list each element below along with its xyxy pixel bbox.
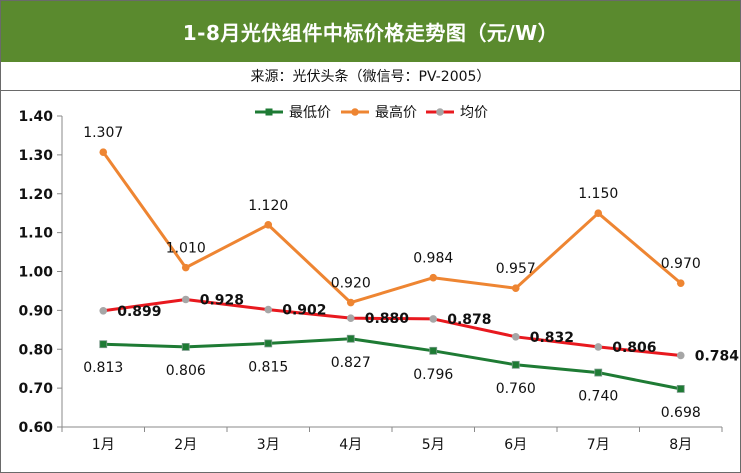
- y-tick-label: 0.90: [18, 303, 53, 319]
- data-point: [511, 360, 520, 369]
- data-label: 0.957: [496, 261, 536, 277]
- data-label: 0.813: [83, 360, 123, 376]
- data-point: [676, 385, 685, 393]
- y-tick-label: 1.20: [18, 187, 53, 203]
- x-tick-label: 4月: [339, 437, 362, 453]
- data-point: [346, 334, 355, 343]
- source-line: 来源：光伏头条（微信号：PV-2005）: [1, 62, 740, 91]
- data-label: 0.806: [612, 340, 656, 356]
- y-tick-label: 0.60: [18, 420, 53, 436]
- data-label: 0.827: [331, 355, 371, 371]
- data-label: 0.815: [248, 359, 288, 375]
- data-point: [676, 351, 685, 360]
- data-point: [181, 263, 190, 272]
- title-bar: 1-8月光伏组件中标价格走势图（元/W）: [1, 1, 740, 62]
- y-tick-label: 0.80: [18, 342, 53, 358]
- legend-marker: [436, 108, 444, 116]
- x-tick-label: 8月: [669, 437, 692, 453]
- data-point: [429, 273, 438, 282]
- x-tick-label: 7月: [587, 437, 610, 453]
- y-tick-label: 1.40: [18, 109, 53, 125]
- x-tick-label: 2月: [174, 437, 197, 453]
- data-label: 1.150: [578, 186, 618, 202]
- y-tick-label: 0.70: [18, 381, 53, 397]
- data-point: [594, 209, 603, 217]
- data-label: 0.878: [447, 312, 491, 328]
- series-2: 1.307 1.010 1.120 0.920 0.984 0.957 1.150 0.970: [83, 125, 701, 307]
- data-point: [511, 284, 520, 293]
- legend-label: 均价: [460, 105, 488, 121]
- x-tick-label: 6月: [504, 437, 527, 453]
- data-label: 0.740: [578, 389, 618, 405]
- data-point: [181, 295, 190, 304]
- data-label: 1.307: [83, 125, 123, 141]
- chart-title: 1-8月光伏组件中标价格走势图（元/W）: [182, 21, 559, 45]
- data-point: [99, 340, 108, 349]
- legend-marker: [351, 108, 359, 116]
- data-label: 1.010: [166, 241, 206, 257]
- data-label: 0.806: [166, 363, 206, 379]
- x-tick-label: 1月: [92, 437, 115, 453]
- data-label: 0.796: [413, 367, 453, 383]
- data-label: 0.970: [661, 256, 701, 272]
- data-point: [429, 346, 438, 355]
- legend-label: 最低价: [289, 105, 331, 121]
- axes: 0.60 0.70 0.80 0.90 1.00 1.10 1.20 1.30 1.40 1月 2月…: [18, 109, 723, 453]
- data-label: 1.120: [248, 198, 288, 214]
- data-point: [264, 339, 273, 348]
- data-point: [676, 279, 685, 287]
- data-label: 0.784: [695, 348, 740, 364]
- data-point: [264, 221, 273, 229]
- data-label: 0.899: [117, 304, 161, 320]
- y-tick-label: 1.10: [18, 226, 53, 242]
- series-line: [103, 297, 681, 357]
- data-point: [181, 343, 190, 351]
- x-tick-label: 5月: [422, 437, 445, 453]
- data-label: 0.832: [530, 330, 574, 346]
- data-point: [99, 306, 108, 315]
- data-label: 0.880: [365, 311, 410, 327]
- legend-marker: [265, 108, 273, 116]
- series-line: [102, 151, 682, 305]
- series-line: [103, 337, 682, 391]
- data-label: 0.984: [413, 251, 453, 267]
- data-point: [594, 368, 603, 377]
- series-3: 0.899 0.928 0.902 0.880 0.878 0.832 0.806 0.784: [99, 292, 739, 364]
- series-1: 0.813 0.806 0.815 0.827 0.796 0.760 0.740 0.698: [83, 334, 701, 421]
- data-point: [429, 315, 438, 323]
- data-point: [511, 333, 520, 341]
- series-group: 0.813 0.806 0.815 0.827 0.796 0.760 0.740 0.698…: [83, 125, 739, 421]
- chart-subtitle: 来源：光伏头条（微信号：PV-2005）: [250, 69, 491, 85]
- legend-label: 最高价: [375, 104, 417, 121]
- data-label: 0.902: [282, 303, 326, 319]
- legend: 最低价 最高价 均价: [255, 104, 488, 121]
- y-tick-label: 1.30: [18, 148, 53, 164]
- data-point: [346, 314, 355, 322]
- x-tick-label: 3月: [257, 437, 280, 453]
- data-label: 0.928: [200, 292, 244, 308]
- data-point: [346, 298, 355, 307]
- y-tick-label: 1.00: [18, 265, 53, 281]
- data-point: [99, 148, 108, 156]
- data-label: 0.920: [331, 276, 371, 292]
- data-label: 0.698: [661, 405, 701, 421]
- data-point: [264, 305, 273, 314]
- data-label: 0.760: [496, 381, 536, 397]
- data-point: [594, 343, 603, 351]
